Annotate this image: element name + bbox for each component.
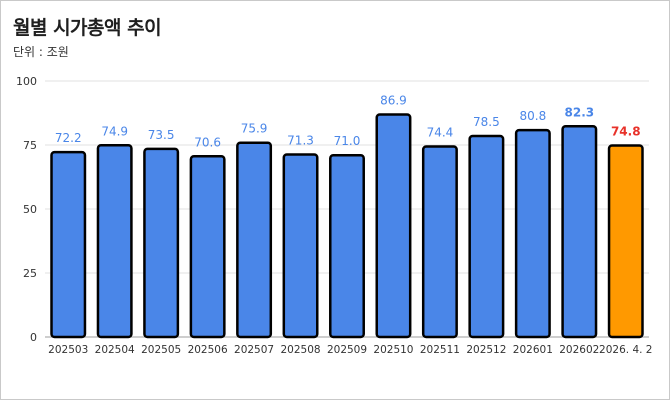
y-tick-label: 25 [23,267,37,280]
x-tick-label: 202512 [466,344,506,356]
x-tick-label: 202509 [327,344,367,356]
x-tick-label: 202504 [95,344,135,356]
bar [421,145,458,339]
bar [329,153,365,339]
x-tick-label: 2026. 4. 2 [599,344,652,356]
data-label: 70.6 [194,135,221,149]
data-label: 71.0 [334,134,361,148]
bar [468,134,505,339]
y-tick-label: 50 [23,203,37,216]
y-tick-label: 100 [16,75,37,88]
x-tick-label: 202511 [420,344,460,356]
bar [96,144,133,339]
data-label: 74.4 [427,126,454,140]
bar [189,155,226,339]
chart-subtitle: 단위 : 조원 [13,45,69,59]
data-label: 82.3 [565,105,595,119]
x-tick-label: 202506 [188,344,228,356]
x-tick-label: 202508 [280,344,320,356]
data-label: 73.5 [148,128,175,142]
bar [50,150,87,339]
chart-title: 월별 시가총액 추이 [13,17,162,39]
bar [143,147,180,339]
bar-highlight [607,144,644,339]
data-label: 72.2 [55,131,82,145]
y-tick-label: 75 [23,139,37,152]
data-label: 86.9 [380,94,407,108]
x-tick-label: 202601 [513,344,553,356]
x-tick-label: 202602 [559,344,599,356]
data-label: 74.8 [611,125,641,139]
x-tick-label: 202507 [234,344,274,356]
data-label: 75.9 [241,122,268,136]
data-label: 80.8 [519,109,546,123]
data-label: 71.3 [287,133,314,147]
data-label: 78.5 [473,115,500,129]
x-tick-label: 202510 [373,344,413,356]
x-tick-label: 202503 [48,344,88,356]
bar [561,125,598,339]
bar [282,153,319,339]
data-label: 74.9 [101,124,128,138]
bar [514,128,551,339]
bar [236,141,273,339]
x-tick-label: 202505 [141,344,181,356]
bar [375,113,412,339]
y-tick-label: 0 [30,331,37,344]
